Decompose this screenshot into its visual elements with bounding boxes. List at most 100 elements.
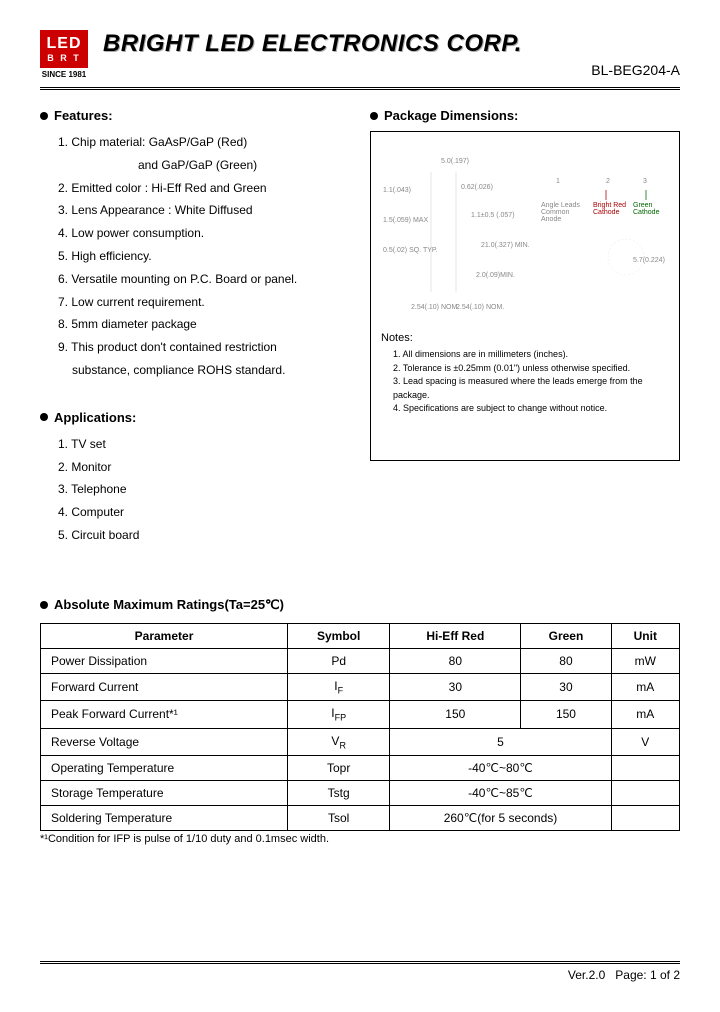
cell-param: Power Dissipation bbox=[41, 648, 288, 673]
cell-symbol: Tsol bbox=[288, 805, 390, 830]
cell-symbol: VR bbox=[288, 728, 390, 755]
ratings-footnote: *¹Condition for IFP is pulse of 1/10 dut… bbox=[40, 833, 680, 845]
cell-symbol: IF bbox=[288, 673, 390, 700]
package-title: Package Dimensions: bbox=[370, 108, 680, 123]
part-number: BL-BEG204-A bbox=[103, 62, 680, 78]
diagram-box: 5.0(.197) 1.1(.043) 1.5(.059) MAX 0.5(.0… bbox=[370, 131, 680, 461]
cell-param: Soldering Temperature bbox=[41, 805, 288, 830]
page-info: Page: 1 of 2 bbox=[615, 968, 680, 982]
app-item: 4. Computer bbox=[58, 501, 350, 524]
logo-led: LED bbox=[47, 35, 82, 53]
feature-item: and GaP/GaP (Green) bbox=[58, 154, 350, 177]
bullet-icon bbox=[40, 413, 48, 421]
main-columns: Features: 1. Chip material: GaAsP/GaP (R… bbox=[40, 108, 680, 547]
cell-span: -40℃~85℃ bbox=[390, 780, 611, 805]
note-item: 4. Specifications are subject to change … bbox=[393, 402, 669, 416]
cell-param: Storage Temperature bbox=[41, 780, 288, 805]
package-diagram: 5.0(.197) 1.1(.043) 1.5(.059) MAX 0.5(.0… bbox=[381, 142, 669, 322]
table-row: Power DissipationPd8080mW bbox=[41, 648, 680, 673]
header: LED B R T SINCE 1981 BRIGHT LED ELECTRON… bbox=[40, 30, 680, 79]
bullet-icon bbox=[40, 601, 48, 609]
cell-param: Reverse Voltage bbox=[41, 728, 288, 755]
col-unit: Unit bbox=[611, 623, 679, 648]
cell-param: Forward Current bbox=[41, 673, 288, 700]
feature-item: 3. Lens Appearance : White Diffused bbox=[58, 199, 350, 222]
features-list: 1. Chip material: GaAsP/GaP (Red) and Ga… bbox=[40, 131, 350, 382]
app-item: 2. Monitor bbox=[58, 456, 350, 479]
col-green: Green bbox=[521, 623, 611, 648]
table-row: Forward CurrentIF3030mA bbox=[41, 673, 680, 700]
features-title-text: Features: bbox=[54, 108, 113, 123]
logo: LED B R T SINCE 1981 bbox=[40, 30, 88, 79]
feature-item: 7. Low current requirement. bbox=[58, 291, 350, 314]
footer: Ver.2.0 Page: 1 of 2 bbox=[40, 961, 680, 982]
table-row: Peak Forward Current*¹IFP150150mA bbox=[41, 701, 680, 728]
features-title: Features: bbox=[40, 108, 350, 123]
cell-param: Peak Forward Current*¹ bbox=[41, 701, 288, 728]
cell-green: 150 bbox=[521, 701, 611, 728]
cell-unit: mA bbox=[611, 701, 679, 728]
app-item: 3. Telephone bbox=[58, 478, 350, 501]
cell-unit bbox=[611, 805, 679, 830]
cell-span: 5 bbox=[390, 728, 611, 755]
bullet-icon bbox=[40, 112, 48, 120]
applications-title-text: Applications: bbox=[54, 410, 136, 425]
cell-unit: V bbox=[611, 728, 679, 755]
table-row: Reverse VoltageVR5V bbox=[41, 728, 680, 755]
logo-box: LED B R T bbox=[40, 30, 88, 68]
feature-item: 2. Emitted color : Hi-Eff Red and Green bbox=[58, 177, 350, 200]
app-item: 5. Circuit board bbox=[58, 524, 350, 547]
note-item: 3. Lead spacing is measured where the le… bbox=[393, 375, 669, 402]
notes-title: Notes: bbox=[381, 332, 669, 344]
cell-symbol: Topr bbox=[288, 755, 390, 780]
feature-item: substance, compliance ROHS standard. bbox=[58, 359, 350, 382]
applications-section: Applications: 1. TV set 2. Monitor 3. Te… bbox=[40, 410, 350, 547]
company-name: BRIGHT LED ELECTRONICS CORP. bbox=[103, 30, 680, 58]
applications-list: 1. TV set 2. Monitor 3. Telephone 4. Com… bbox=[40, 433, 350, 547]
cell-unit bbox=[611, 780, 679, 805]
header-divider bbox=[40, 87, 680, 90]
feature-item: 9. This product don't contained restrict… bbox=[58, 336, 350, 359]
cell-span: 260℃(for 5 seconds) bbox=[390, 805, 611, 830]
table-row: Operating TemperatureTopr-40℃~80℃ bbox=[41, 755, 680, 780]
cell-symbol: Tstg bbox=[288, 780, 390, 805]
col-parameter: Parameter bbox=[41, 623, 288, 648]
ratings-table: Parameter Symbol Hi-Eff Red Green Unit P… bbox=[40, 623, 680, 831]
cell-unit: mA bbox=[611, 673, 679, 700]
notes-list: 1. All dimensions are in millimeters (in… bbox=[381, 348, 669, 416]
cell-param: Operating Temperature bbox=[41, 755, 288, 780]
footer-line: Ver.2.0 Page: 1 of 2 bbox=[40, 961, 680, 982]
ratings-section: Absolute Maximum Ratings(Ta=25℃) Paramet… bbox=[40, 597, 680, 845]
cell-symbol: IFP bbox=[288, 701, 390, 728]
version: Ver.2.0 bbox=[568, 968, 605, 982]
cell-green: 30 bbox=[521, 673, 611, 700]
feature-item: 8. 5mm diameter package bbox=[58, 313, 350, 336]
note-item: 1. All dimensions are in millimeters (in… bbox=[393, 348, 669, 362]
logo-brt: B R T bbox=[47, 53, 81, 63]
bullet-icon bbox=[370, 112, 378, 120]
package-title-text: Package Dimensions: bbox=[384, 108, 518, 123]
applications-title: Applications: bbox=[40, 410, 350, 425]
note-item: 2. Tolerance is ±0.25mm (0.01") unless o… bbox=[393, 362, 669, 376]
logo-since: SINCE 1981 bbox=[42, 70, 86, 79]
cell-red: 150 bbox=[390, 701, 521, 728]
right-column: Package Dimensions: 5.0(.197) 1.1(.043) … bbox=[370, 108, 680, 547]
table-row: Soldering TemperatureTsol260℃(for 5 seco… bbox=[41, 805, 680, 830]
cell-span: -40℃~80℃ bbox=[390, 755, 611, 780]
feature-item: 1. Chip material: GaAsP/GaP (Red) bbox=[58, 131, 350, 154]
col-red: Hi-Eff Red bbox=[390, 623, 521, 648]
feature-item: 6. Versatile mounting on P.C. Board or p… bbox=[58, 268, 350, 291]
table-header-row: Parameter Symbol Hi-Eff Red Green Unit bbox=[41, 623, 680, 648]
app-item: 1. TV set bbox=[58, 433, 350, 456]
ratings-title: Absolute Maximum Ratings(Ta=25℃) bbox=[40, 597, 680, 613]
cell-unit bbox=[611, 755, 679, 780]
ratings-title-text: Absolute Maximum Ratings(Ta=25℃) bbox=[54, 597, 284, 613]
cell-symbol: Pd bbox=[288, 648, 390, 673]
col-symbol: Symbol bbox=[288, 623, 390, 648]
cell-green: 80 bbox=[521, 648, 611, 673]
cell-red: 80 bbox=[390, 648, 521, 673]
cell-unit: mW bbox=[611, 648, 679, 673]
left-column: Features: 1. Chip material: GaAsP/GaP (R… bbox=[40, 108, 350, 547]
cell-red: 30 bbox=[390, 673, 521, 700]
ratings-tbody: Power DissipationPd8080mWForward Current… bbox=[41, 648, 680, 830]
